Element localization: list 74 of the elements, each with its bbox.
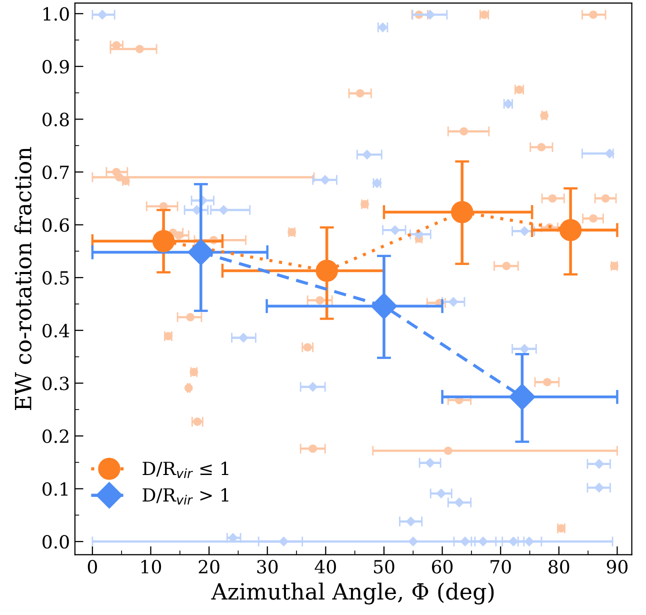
point — [278, 536, 289, 547]
point — [320, 174, 330, 185]
x-tick-label: 60 — [432, 560, 453, 574]
point — [594, 458, 604, 469]
point — [537, 143, 546, 152]
point — [316, 296, 324, 304]
x-tick-label: 0 — [88, 560, 97, 574]
y-tick-label: 0.1 — [42, 482, 68, 496]
point — [238, 332, 248, 343]
point — [589, 214, 598, 223]
point — [308, 444, 318, 453]
y-tick-label: 0.7 — [42, 165, 69, 180]
point — [548, 194, 557, 203]
point — [184, 384, 193, 392]
x-tick-label: 30 — [257, 560, 278, 574]
point — [454, 497, 464, 508]
point — [370, 292, 398, 320]
point — [436, 488, 446, 498]
y-tick-label: 0.0 — [42, 534, 69, 549]
x-tick-label: 20 — [198, 560, 220, 574]
point — [316, 260, 338, 282]
y-axis-title: EW co-rotation fraction — [14, 147, 32, 410]
point — [97, 10, 108, 20]
point — [115, 173, 124, 182]
x-tick-label: 80 — [548, 560, 570, 574]
y-tick-label: 0.6 — [42, 218, 69, 232]
point — [406, 516, 416, 526]
point — [450, 201, 474, 224]
x-axis-title: Azimuthal Angle, Φ (deg) — [211, 582, 494, 604]
point — [589, 10, 598, 19]
point — [559, 218, 582, 242]
point — [390, 225, 400, 236]
point — [519, 344, 530, 354]
point — [519, 226, 530, 236]
point — [508, 536, 518, 547]
x-tick-label: 90 — [606, 560, 628, 574]
point — [444, 446, 452, 455]
point — [188, 239, 214, 266]
x-tick-label: 70 — [490, 560, 511, 574]
point — [228, 532, 238, 543]
point — [601, 194, 610, 203]
point — [594, 482, 604, 493]
point — [460, 127, 468, 136]
y-tick-label: 0.5 — [42, 271, 69, 285]
point — [186, 313, 195, 322]
y-tick-label: 0.4 — [42, 324, 70, 338]
legend-label: D/R$_{vir}$ ≤ 1 — [142, 462, 228, 478]
point — [425, 458, 436, 468]
y-tick-label: 0.2 — [42, 429, 68, 444]
point — [448, 296, 458, 307]
point — [543, 378, 552, 386]
point — [425, 10, 436, 20]
point — [524, 536, 534, 547]
point — [218, 205, 229, 216]
point — [460, 536, 470, 547]
point — [152, 230, 175, 252]
x-tick-label: 50 — [374, 560, 394, 574]
point — [135, 44, 144, 54]
point — [508, 384, 536, 410]
point — [174, 231, 183, 240]
x-tick-label: 10 — [141, 560, 162, 574]
y-tick-label: 0.9 — [42, 60, 69, 74]
legend-label: D/R$_{vir}$ > 1 — [142, 488, 228, 504]
point — [362, 150, 372, 160]
y-tick-label: 0.8 — [42, 112, 69, 126]
point — [502, 262, 511, 270]
y-tick-label: 1.0 — [44, 7, 69, 21]
x-tick-label: 40 — [314, 560, 336, 574]
point — [308, 382, 318, 392]
y-tick-label: 0.3 — [42, 376, 69, 390]
point — [604, 148, 615, 159]
point — [356, 89, 364, 98]
point — [408, 536, 418, 547]
point — [478, 536, 488, 547]
